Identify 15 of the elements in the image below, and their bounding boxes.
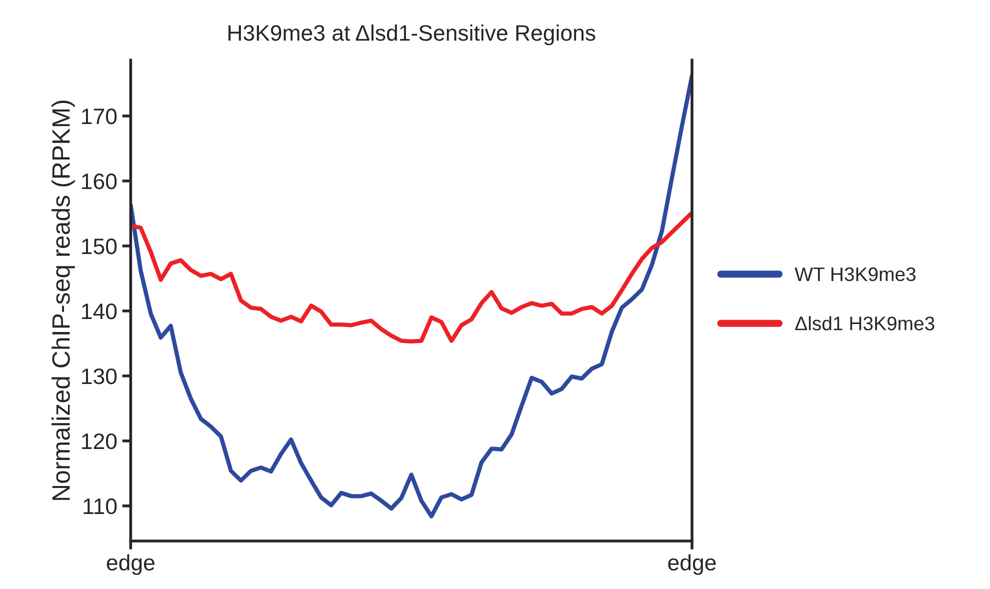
x-tick-label: edge: [668, 554, 716, 575]
x-tick-label: edge: [106, 554, 154, 575]
legend-label: Δlsd1 H3K9me3: [795, 316, 934, 330]
y-axis-title: Normalized ChIP-seq reads (RPKM): [52, 100, 75, 500]
line-series: [130, 74, 692, 518]
y-tick-label: 130: [82, 368, 117, 384]
chart-title: H3K9me3 at Δlsd1-Sensitive Regions: [228, 24, 596, 46]
line-series: [130, 210, 692, 344]
y-tick-label: 170: [82, 108, 117, 124]
y-tick-label: 120: [82, 433, 117, 450]
y-tick-label: 110: [84, 498, 117, 514]
y-tick-label: 140: [82, 303, 117, 320]
y-tick-label: 150: [82, 238, 117, 254]
legend-label: WT H3K9me3: [794, 267, 916, 282]
y-tick-label: 160: [82, 173, 117, 190]
